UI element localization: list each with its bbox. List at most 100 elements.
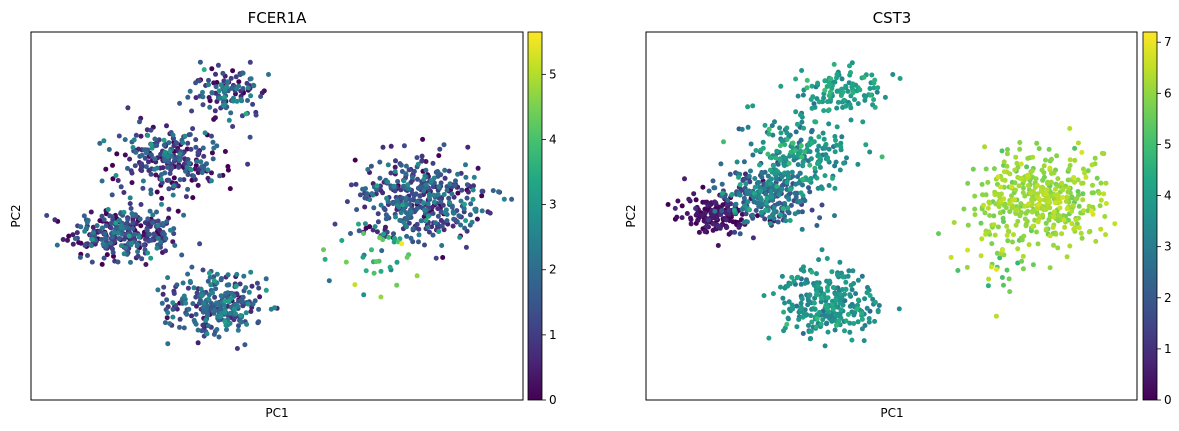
data-point — [719, 208, 725, 214]
data-point — [868, 92, 874, 98]
data-point — [235, 327, 241, 333]
data-point — [192, 166, 198, 172]
colorbar-tick-label: 4 — [1164, 189, 1172, 203]
data-point — [222, 149, 228, 154]
plot-frame — [645, 31, 1138, 401]
data-point — [171, 291, 177, 296]
data-point — [799, 226, 805, 232]
data-point — [377, 235, 383, 241]
data-point — [248, 93, 254, 99]
data-point — [782, 300, 788, 306]
data-point — [401, 143, 407, 149]
data-point — [804, 77, 810, 83]
data-point — [855, 161, 861, 167]
data-point — [139, 161, 145, 167]
data-point — [419, 158, 425, 164]
data-point — [785, 205, 791, 211]
data-point — [200, 267, 206, 273]
data-point — [431, 192, 436, 198]
data-point — [60, 237, 66, 242]
data-point — [196, 78, 202, 84]
data-point — [816, 134, 822, 140]
data-point — [1017, 146, 1023, 152]
data-point — [352, 282, 358, 288]
data-point — [1061, 217, 1067, 223]
data-point — [186, 306, 192, 312]
data-point — [129, 180, 135, 186]
data-point — [435, 169, 441, 174]
data-point — [874, 89, 880, 95]
data-point — [455, 190, 461, 196]
data-point — [115, 259, 121, 265]
data-point — [205, 323, 211, 329]
data-point — [1014, 207, 1020, 213]
colorbar-tick-label: 1 — [1164, 342, 1172, 356]
data-point — [126, 233, 132, 239]
data-point — [872, 77, 878, 83]
data-point — [180, 140, 186, 146]
data-point — [828, 89, 833, 95]
data-point — [1033, 176, 1039, 182]
data-point — [125, 105, 131, 111]
data-point — [226, 299, 232, 304]
data-point — [674, 214, 680, 220]
data-point — [850, 268, 856, 274]
data-point — [784, 321, 790, 327]
data-point — [979, 236, 985, 242]
data-point — [686, 196, 692, 202]
data-point — [1009, 193, 1014, 199]
data-point — [181, 325, 187, 331]
data-point — [136, 146, 141, 152]
data-point — [777, 157, 783, 163]
data-point — [830, 306, 836, 312]
data-point — [395, 203, 401, 208]
data-point — [985, 205, 991, 211]
data-point — [343, 259, 349, 265]
data-point — [1007, 171, 1013, 177]
data-point — [832, 291, 838, 297]
data-point — [444, 187, 450, 193]
data-point — [778, 130, 784, 136]
data-point — [363, 186, 368, 192]
data-point — [761, 293, 767, 299]
data-point — [813, 119, 819, 125]
data-point — [174, 282, 180, 288]
data-point — [807, 292, 813, 298]
data-point — [509, 196, 515, 202]
data-point — [228, 75, 234, 81]
data-point — [381, 205, 387, 211]
data-point — [438, 209, 444, 215]
data-point — [798, 300, 804, 306]
data-point — [691, 191, 697, 197]
data-point — [88, 209, 94, 215]
data-point — [430, 232, 436, 238]
data-point — [121, 251, 127, 257]
data-point — [449, 203, 455, 209]
data-point — [787, 281, 793, 287]
data-point — [256, 285, 262, 291]
data-point — [94, 223, 100, 229]
data-point — [162, 149, 168, 155]
data-point — [177, 100, 183, 106]
data-point — [818, 295, 824, 301]
data-point — [405, 186, 411, 192]
data-point — [172, 243, 178, 248]
data-point — [393, 214, 398, 220]
data-point — [741, 195, 747, 201]
data-point — [1078, 230, 1084, 236]
data-point — [216, 334, 222, 340]
data-point — [859, 273, 865, 279]
data-point — [872, 299, 878, 305]
data-point — [736, 174, 741, 180]
data-point — [1053, 231, 1059, 237]
data-point — [799, 119, 805, 125]
data-point — [256, 306, 262, 312]
data-point — [834, 72, 840, 77]
data-point — [223, 291, 229, 296]
data-point — [793, 194, 799, 200]
data-point — [779, 186, 785, 192]
data-point — [764, 196, 770, 202]
data-point — [769, 194, 775, 200]
data-point — [105, 207, 111, 212]
data-point — [185, 140, 191, 146]
